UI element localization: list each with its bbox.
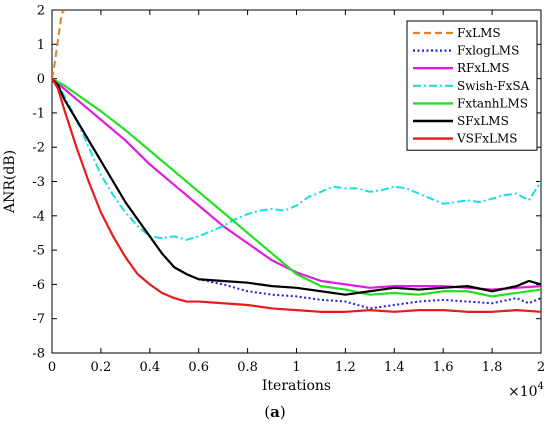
x-tick-label: 1.6 bbox=[433, 360, 454, 375]
y-tick-label: -8 bbox=[32, 347, 45, 362]
caption-close: ) bbox=[280, 403, 286, 421]
x-tick-label: 0 bbox=[48, 360, 56, 375]
y-tick-label: -2 bbox=[32, 141, 45, 156]
x-axis-label: Iterations bbox=[262, 378, 331, 394]
x-tick-label: 1.8 bbox=[482, 360, 503, 375]
y-tick-label: -4 bbox=[32, 209, 45, 224]
legend-label: FxtanhLMS bbox=[457, 96, 528, 110]
legend-label: SFxLMS bbox=[457, 114, 509, 128]
y-tick-label: -3 bbox=[32, 175, 45, 190]
x-axis-multiplier: ×104 bbox=[508, 381, 544, 400]
y-axis-ticks: 2 1 0 -1 -2 -3 -4 -5 -6 -7 -8 bbox=[32, 4, 541, 362]
x-tick-label: 0.6 bbox=[188, 360, 209, 375]
series-line-vsfxlms bbox=[52, 78, 541, 313]
x-multiplier-base: ×10 bbox=[508, 384, 538, 400]
caption-letter: a bbox=[270, 403, 280, 421]
series-line-rfxlms bbox=[52, 77, 541, 291]
x-tick-label: 1 bbox=[292, 360, 300, 375]
series-line-sfxlms bbox=[52, 77, 541, 296]
y-tick-label: 2 bbox=[37, 4, 45, 19]
x-tick-label: 0.4 bbox=[139, 360, 160, 375]
y-tick-label: -5 bbox=[32, 244, 45, 259]
x-tick-label: 0.8 bbox=[237, 360, 258, 375]
x-tick-label: 0.2 bbox=[91, 360, 112, 375]
x-tick-label: 1.4 bbox=[384, 360, 405, 375]
legend-label: FxlogLMS bbox=[457, 44, 519, 58]
legend: FxLMS FxlogLMS RFxLMS Swish-FxSA FxtanhLMS SF… bbox=[406, 20, 538, 151]
series-layer bbox=[52, 10, 541, 313]
legend-label: Swish-FxSA bbox=[457, 79, 530, 93]
series-line-fxtanhlms bbox=[52, 77, 541, 298]
y-tick-label: -7 bbox=[32, 312, 45, 327]
y-tick-label: -6 bbox=[32, 278, 45, 293]
legend-label: RFxLMS bbox=[457, 61, 510, 75]
y-tick-label: 1 bbox=[37, 38, 45, 53]
y-tick-label: -1 bbox=[32, 106, 45, 121]
x-multiplier-exponent: 4 bbox=[538, 381, 544, 392]
legend-box bbox=[406, 20, 538, 151]
y-tick-label: 0 bbox=[37, 72, 45, 87]
series-line-fxlms bbox=[52, 10, 66, 79]
figure-caption: (a) bbox=[264, 403, 285, 421]
x-tick-label: 2 bbox=[537, 360, 545, 375]
x-tick-label: 1.2 bbox=[335, 360, 356, 375]
y-axis-label: ANR(dB) bbox=[2, 150, 18, 214]
x-axis-ticks: 0 0.2 0.4 0.6 0.8 1 1.2 1.4 1.6 1.8 2 bbox=[48, 10, 545, 375]
series-line-swish-fxsa bbox=[52, 77, 541, 241]
caption-open: ( bbox=[264, 403, 270, 421]
legend-label: FxLMS bbox=[457, 26, 501, 40]
series-line-fxloglms bbox=[52, 77, 541, 310]
legend-label: VSFxLMS bbox=[456, 132, 517, 146]
